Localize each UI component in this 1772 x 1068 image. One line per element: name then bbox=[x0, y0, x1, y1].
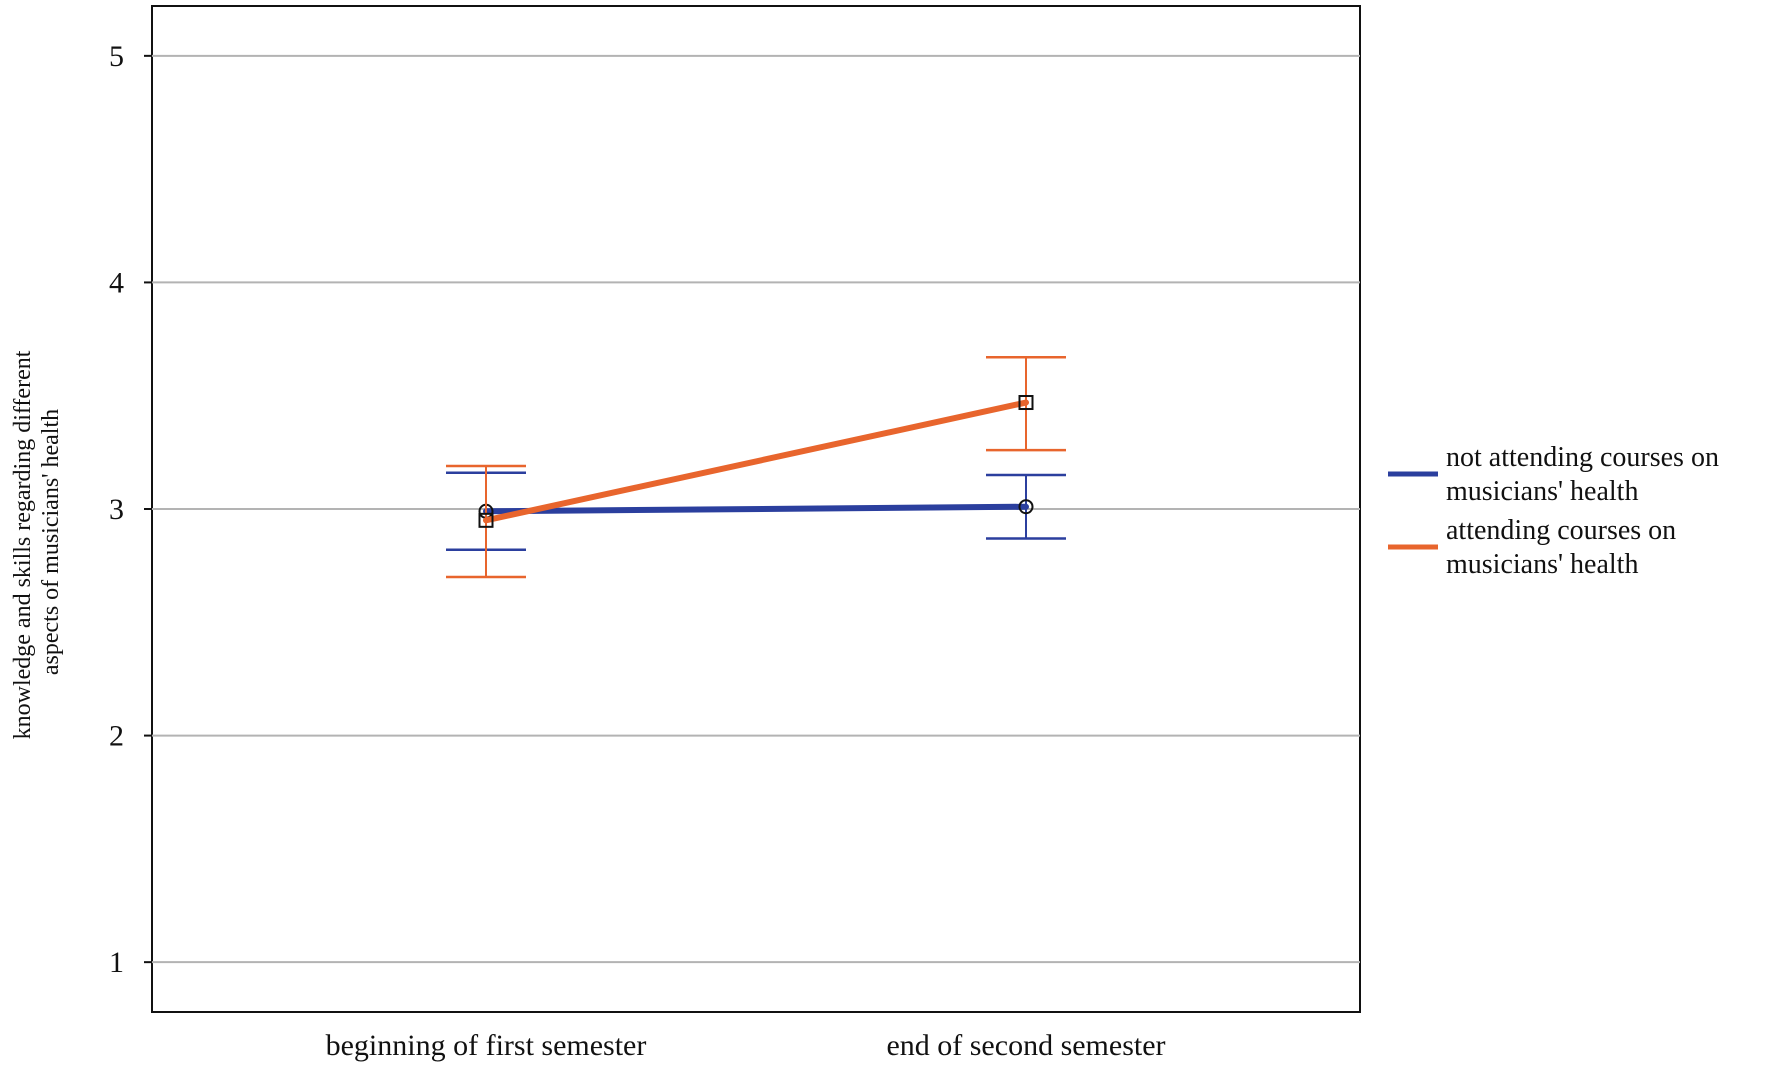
series-line-2 bbox=[483, 399, 1029, 524]
x-axis-ticks: beginning of first semester end of second… bbox=[326, 1029, 1166, 1062]
series-group bbox=[446, 355, 1066, 579]
legend-label-1-line-1: not attending courses on bbox=[1446, 442, 1719, 473]
legend-label-1: not attending courses on musicians' healt… bbox=[1446, 442, 1719, 507]
legend: not attending courses on musicians' healt… bbox=[1388, 442, 1719, 580]
point-1-2 bbox=[1018, 499, 1034, 515]
series-1 bbox=[446, 471, 1066, 552]
y-tick-label-5: 5 bbox=[109, 40, 124, 73]
y-axis-label-line-1: knowledge and skills regarding different bbox=[10, 350, 36, 739]
y-axis-ticks: 1 2 3 4 5 bbox=[109, 40, 152, 979]
x-tick-label-1: beginning of first semester bbox=[326, 1029, 647, 1062]
y-tick-label-3: 3 bbox=[109, 493, 124, 526]
x-tick-label-2: end of second semester bbox=[886, 1029, 1165, 1062]
y-axis-label-line-2: aspects of musicians' health bbox=[38, 409, 64, 675]
legend-label-1-line-2: musicians' health bbox=[1446, 476, 1638, 507]
y-tick-label-4: 4 bbox=[109, 266, 124, 299]
point-2-1 bbox=[478, 512, 494, 528]
series-line-1 bbox=[483, 503, 1029, 515]
legend-label-2-line-1: attending courses on bbox=[1446, 515, 1676, 546]
series-2 bbox=[446, 355, 1066, 579]
legend-label-2-line-2: musicians' health bbox=[1446, 549, 1638, 580]
y-tick-label-2: 2 bbox=[109, 720, 124, 753]
gridlines bbox=[152, 54, 1360, 964]
point-2-2 bbox=[1018, 395, 1034, 411]
y-tick-label-1: 1 bbox=[109, 946, 124, 979]
legend-label-2: attending courses on musicians' health bbox=[1446, 515, 1676, 580]
y-axis-label: knowledge and skills regarding different… bbox=[10, 345, 64, 740]
